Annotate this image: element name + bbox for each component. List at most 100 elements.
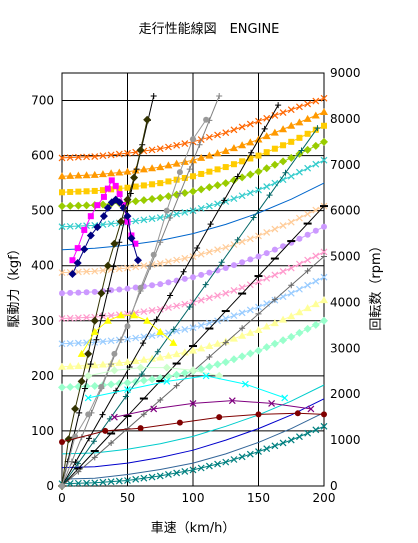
data-point [73,258,82,267]
data-point [173,141,181,149]
data-point [68,269,77,278]
data-point [156,472,164,480]
data-point [154,348,161,355]
data-point [238,352,247,361]
data-point [165,178,172,185]
data-point [132,240,139,247]
data-point [104,185,111,192]
data-point [288,282,295,289]
data-point [229,355,238,364]
data-point [58,269,66,277]
data-point [164,192,173,201]
data-point [124,149,131,157]
data-point [255,448,262,456]
gear-line [61,205,328,487]
data-point [74,460,81,467]
data-point [213,339,222,347]
data-point [102,427,109,434]
data-point [150,405,158,413]
data-point [58,223,66,231]
data-point [189,346,197,354]
data-point [205,294,213,302]
data-point [238,192,246,200]
data-point [279,157,288,166]
data-point [116,286,123,293]
data-point [221,197,228,204]
data-point [140,182,147,189]
data-point [320,316,328,325]
data-point [287,289,295,297]
data-point [320,94,328,102]
data-point [213,149,222,157]
data-point [189,466,197,474]
data-point [205,362,214,371]
data-point [99,411,106,418]
data-point [115,358,124,366]
data-point [84,349,93,358]
data-point [132,183,139,190]
data-point [87,361,94,368]
data-point [296,235,303,242]
data-point [287,264,295,272]
data-point [304,281,312,289]
data-point [124,264,131,272]
data-point [91,454,98,461]
data-point [104,287,111,294]
data-point [148,146,156,154]
data-point [165,304,172,312]
data-point [221,179,230,188]
data-point [156,327,165,335]
data-point [238,309,246,317]
data-point [205,342,214,350]
data-point [270,160,279,169]
data-point [196,141,203,148]
data-point [156,145,164,153]
data-point [98,360,107,368]
data-point [239,259,246,266]
data-point [262,132,271,140]
data-point [67,289,74,296]
data-point [157,396,164,403]
data-point [303,324,312,333]
data-point [312,97,320,105]
data-point [110,263,117,270]
data-point [230,286,238,294]
data-point [304,429,312,437]
data-point [222,315,230,322]
y2-tick-label: 2000 [330,387,361,401]
data-point [176,419,183,426]
data-point [304,164,312,172]
data-point [75,468,82,475]
data-point [181,140,189,147]
data-point [214,200,221,208]
data-point [99,152,107,160]
data-point [213,181,222,190]
data-point [108,439,115,446]
data-point [149,282,156,289]
data-point [206,353,213,360]
data-point [115,150,123,158]
data-point [287,172,295,180]
data-point [287,153,296,162]
data-point [143,316,152,324]
data-point [197,296,205,304]
data-point [80,245,89,254]
data-point [311,300,320,308]
data-point [136,363,145,372]
data-point [312,277,320,285]
data-point [228,397,236,405]
x-tick-label: 150 [247,491,270,505]
data-point [93,223,102,232]
data-point [190,274,196,281]
series-group [58,92,328,490]
data-point [230,456,238,463]
data-point [271,246,278,253]
data-point [270,339,279,348]
data-point [222,243,230,251]
data-point [148,307,156,314]
data-point [296,134,303,141]
data-point [148,194,157,203]
data-point [108,186,115,193]
data-point [156,193,165,202]
data-point [173,382,180,389]
